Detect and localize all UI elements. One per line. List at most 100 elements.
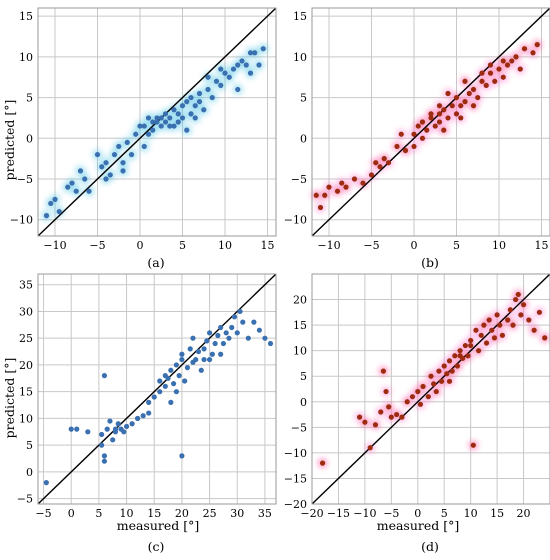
y-tick-label: −15 <box>284 472 307 485</box>
data-point <box>362 419 368 425</box>
data-point <box>77 168 84 174</box>
data-point <box>446 358 453 364</box>
x-tick-label: −5 <box>363 239 379 252</box>
data-point <box>120 168 126 174</box>
x-tick-label: 10 <box>120 507 134 520</box>
scatter-panel-a: −10 −5 0 5 10 15 −10 −5 0 5 10 15 <box>10 7 277 252</box>
data-point <box>205 86 211 93</box>
data-point <box>441 107 447 113</box>
data-point <box>65 184 71 190</box>
data-point <box>449 103 455 109</box>
x-tick-label: 10 <box>218 239 232 252</box>
data-point <box>175 111 181 117</box>
data-point <box>468 337 474 344</box>
plot-frame-d <box>311 273 550 505</box>
data-point <box>478 332 484 338</box>
x-tick-label: −20 <box>300 507 323 520</box>
data-point <box>433 388 439 395</box>
data-point <box>162 111 169 117</box>
data-point <box>494 312 500 318</box>
data-point <box>517 66 523 72</box>
data-point <box>428 111 434 117</box>
data-point <box>74 426 80 432</box>
data-point <box>198 367 204 373</box>
data-point <box>243 62 249 68</box>
data-point <box>531 327 537 333</box>
data-point <box>43 480 49 486</box>
data-point <box>237 308 243 315</box>
x-tick-label: −10 <box>353 507 376 520</box>
data-point <box>520 302 527 308</box>
y-tick-label: 5 <box>26 92 33 105</box>
data-point <box>184 365 191 371</box>
data-point <box>52 196 58 202</box>
x-tick-label: −5 <box>383 507 399 520</box>
data-point <box>386 404 392 410</box>
data-point <box>175 119 181 125</box>
data-point <box>133 131 139 137</box>
data-point <box>428 115 434 121</box>
panel-label-a: (a) <box>147 255 164 270</box>
data-point <box>417 401 424 407</box>
data-point <box>173 362 179 368</box>
x-axis-label-c: measured [°] <box>117 518 200 533</box>
data-point <box>115 421 121 427</box>
data-point <box>415 388 421 395</box>
y-tick-label: 0 <box>300 132 307 145</box>
data-point <box>146 410 152 416</box>
data-point <box>110 437 116 443</box>
data-point <box>457 348 463 354</box>
data-point <box>229 324 235 331</box>
data-point <box>234 330 240 336</box>
data-point <box>419 135 426 141</box>
data-point <box>192 103 198 109</box>
data-point <box>201 107 207 113</box>
data-point <box>256 327 262 333</box>
data-point <box>252 50 258 56</box>
x-tick-label: 15 <box>261 239 275 252</box>
data-point <box>103 160 109 166</box>
data-point <box>226 335 232 341</box>
data-point <box>247 70 254 76</box>
data-point <box>116 143 122 150</box>
y-tick-label: −5 <box>291 421 307 434</box>
x-tick-label: 5 <box>441 507 448 520</box>
data-point <box>420 383 426 390</box>
data-point <box>489 327 495 333</box>
data-point <box>171 381 177 387</box>
data-point <box>168 367 174 373</box>
data-point <box>209 351 215 357</box>
data-point <box>404 399 410 405</box>
data-point <box>530 50 536 56</box>
data-point <box>360 180 366 186</box>
data-point <box>162 119 169 125</box>
x-tick-label: 5 <box>453 239 460 252</box>
data-point <box>112 426 119 432</box>
data-point <box>436 119 443 125</box>
x-tick-label: 15 <box>147 507 161 520</box>
data-point <box>381 156 387 162</box>
data-point <box>500 74 506 80</box>
data-point <box>262 335 268 341</box>
y-tick-label: 30 <box>19 305 33 318</box>
data-point <box>462 342 468 349</box>
data-point <box>179 115 186 121</box>
y-tick-label: 20 <box>19 359 33 372</box>
data-point <box>383 388 389 395</box>
data-point <box>154 119 160 125</box>
data-point <box>56 208 62 215</box>
x-tick-label: −10 <box>43 239 66 252</box>
data-point <box>145 131 152 137</box>
data-point <box>230 66 237 72</box>
data-point <box>267 340 274 347</box>
data-point <box>213 78 220 84</box>
data-point <box>220 340 227 347</box>
data-point <box>129 421 135 427</box>
data-point <box>445 115 451 121</box>
data-point <box>521 46 528 52</box>
data-point <box>82 176 88 182</box>
y-tick-label: −10 <box>284 447 307 460</box>
data-point <box>184 99 190 105</box>
data-point <box>218 324 224 331</box>
data-point <box>457 353 463 359</box>
